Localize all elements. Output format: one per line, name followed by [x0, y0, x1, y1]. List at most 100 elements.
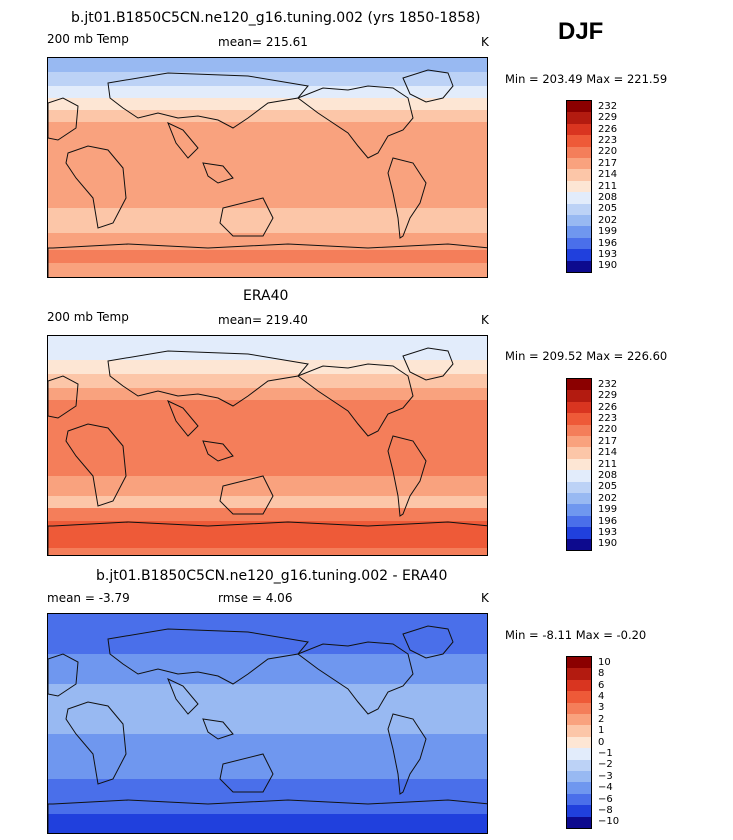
- panel-title: b.jt01.B1850C5CN.ne120_g16.tuning.002 - …: [96, 568, 448, 584]
- colorbar-swatch: [567, 702, 591, 715]
- variable-label: 200 mb Temp: [47, 32, 129, 46]
- colorbar-swatch: [567, 816, 591, 829]
- colorbar-swatch: [567, 493, 591, 505]
- min-max-stats: Min = 209.52 Max = 226.60: [505, 349, 668, 363]
- colorbar-tick-label: 220: [598, 146, 618, 158]
- colorbar: [566, 100, 592, 273]
- colorbar-tick-label: 190: [598, 260, 618, 272]
- units-label: K: [481, 35, 489, 49]
- coastline: [387, 157, 427, 239]
- colorbar-swatch: [567, 805, 591, 818]
- coastline: [296, 641, 414, 715]
- panel-title: b.jt01.B1850C5CN.ne120_g16.tuning.002 (y…: [71, 10, 481, 26]
- colorbar-swatch: [567, 249, 591, 262]
- map-plot: [47, 335, 488, 556]
- colorbar-swatch: [567, 379, 591, 391]
- coastline: [167, 400, 199, 437]
- colorbar-tick-label: 199: [598, 504, 618, 516]
- colorbar-tick-label: 226: [598, 401, 618, 413]
- colorbar-tick-label: −8: [598, 804, 613, 816]
- mean-label: mean = -3.79: [47, 591, 130, 605]
- map-band: [48, 110, 487, 122]
- colorbar-swatch: [567, 447, 591, 460]
- units-label: K: [481, 591, 489, 605]
- colorbar-tick-label: −3: [598, 770, 613, 782]
- colorbar-tick-label: 208: [598, 469, 618, 481]
- coastline: [48, 97, 79, 141]
- coastline: [65, 423, 127, 507]
- colorbar-tick-label: 202: [598, 492, 618, 504]
- colorbar-swatch: [567, 458, 591, 471]
- colorbar-tick-label: 3: [598, 702, 605, 714]
- colorbar-tick-label: 232: [598, 378, 618, 390]
- rmse-label: rmse = 4.06: [218, 591, 293, 605]
- coastline: [167, 678, 199, 715]
- colorbar-swatch: [567, 515, 591, 528]
- coastline: [387, 435, 427, 517]
- coastline: [402, 625, 454, 659]
- coastline: [219, 475, 274, 515]
- colorbar-swatch: [567, 180, 591, 193]
- map-band: [48, 734, 487, 779]
- colorbar-tick-label: 211: [598, 180, 618, 192]
- map-plot: [47, 57, 488, 278]
- coastline: [48, 653, 79, 697]
- coastline: [65, 145, 127, 229]
- colorbar-tick-label: −4: [598, 782, 613, 794]
- coastline: [107, 350, 309, 407]
- colorbar-tick-label: 205: [598, 481, 618, 493]
- colorbar-swatch: [567, 436, 591, 448]
- coastline: [387, 713, 427, 795]
- map-band: [48, 388, 487, 400]
- colorbar-swatch: [567, 203, 591, 216]
- colorbar-swatch: [567, 260, 591, 273]
- map-band: [48, 521, 487, 548]
- colorbar-swatch: [567, 538, 591, 551]
- colorbar-tick-label: 226: [598, 123, 618, 135]
- colorbar-tick-label: 220: [598, 424, 618, 436]
- coastline: [107, 628, 309, 685]
- map-field: [48, 614, 487, 833]
- colorbar-tick-label: −10: [598, 816, 620, 828]
- colorbar-swatch: [567, 725, 591, 738]
- colorbar-tick-label: 2: [598, 713, 605, 725]
- colorbar-swatch: [567, 101, 591, 113]
- colorbar-tick-label: 202: [598, 214, 618, 226]
- coastline: [202, 162, 234, 184]
- colorbar-tick-label: 208: [598, 191, 618, 203]
- colorbar: [566, 656, 592, 829]
- coastline: [219, 753, 274, 793]
- colorbar-swatch: [567, 759, 591, 772]
- map-band: [48, 496, 487, 508]
- panel-title: ERA40: [243, 288, 289, 304]
- colorbar-tick-label: 232: [598, 100, 618, 112]
- colorbar-swatch: [567, 135, 591, 148]
- coastline: [202, 718, 234, 740]
- colorbar-tick-label: 217: [598, 435, 618, 447]
- colorbar-swatch: [567, 771, 591, 783]
- colorbar-swatch: [567, 657, 591, 669]
- colorbar-swatch: [567, 691, 591, 704]
- colorbar-swatch: [567, 192, 591, 205]
- colorbar-swatch: [567, 123, 591, 136]
- coastline: [48, 799, 487, 833]
- map-band: [48, 250, 487, 263]
- colorbar-tick-label: 0: [598, 736, 605, 748]
- coastline: [202, 440, 234, 462]
- coastline: [48, 521, 487, 555]
- colorbar-tick-label: −1: [598, 747, 613, 759]
- colorbar-tick-label: 214: [598, 447, 618, 459]
- colorbar-swatch: [567, 782, 591, 795]
- colorbar-swatch: [567, 390, 591, 403]
- colorbar-tick-label: 229: [598, 390, 618, 402]
- colorbar-tick-label: 190: [598, 538, 618, 550]
- map-band: [48, 263, 487, 277]
- colorbar-tick-label: 193: [598, 248, 618, 260]
- colorbar-tick-label: 1: [598, 725, 605, 737]
- colorbar-tick-label: 223: [598, 412, 618, 424]
- colorbar-tick-label: 217: [598, 157, 618, 169]
- colorbar-swatch: [567, 679, 591, 692]
- colorbar-tick-label: 211: [598, 458, 618, 470]
- colorbar-swatch: [567, 112, 591, 125]
- colorbar-swatch: [567, 527, 591, 540]
